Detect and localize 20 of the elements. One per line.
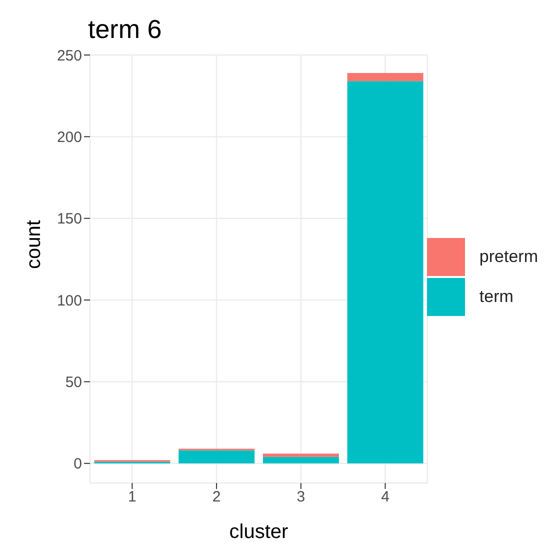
x-tick-label: 1	[128, 488, 136, 506]
y-tick-label: 200	[56, 129, 82, 146]
legend-label: preterm	[479, 247, 538, 267]
y-tick-label: 100	[56, 292, 82, 310]
x-tick-label: 2	[212, 488, 221, 506]
bar	[262, 454, 339, 457]
bar	[347, 72, 424, 82]
x-tick-label: 3	[296, 488, 306, 506]
legend-label: term	[479, 287, 514, 307]
x-tick-label: 4	[381, 488, 390, 506]
bar	[347, 81, 424, 464]
y-tick-label: 50	[65, 374, 82, 392]
y-tick-label: 250	[56, 47, 82, 64]
y-axis-title: count	[23, 220, 46, 269]
bar	[262, 456, 339, 464]
bar	[178, 450, 255, 464]
chart-title: term 6	[88, 14, 162, 45]
x-axis-title: cluster	[229, 521, 289, 543]
y-tick-label: 0	[74, 456, 82, 473]
y-tick-label: 150	[56, 210, 82, 228]
